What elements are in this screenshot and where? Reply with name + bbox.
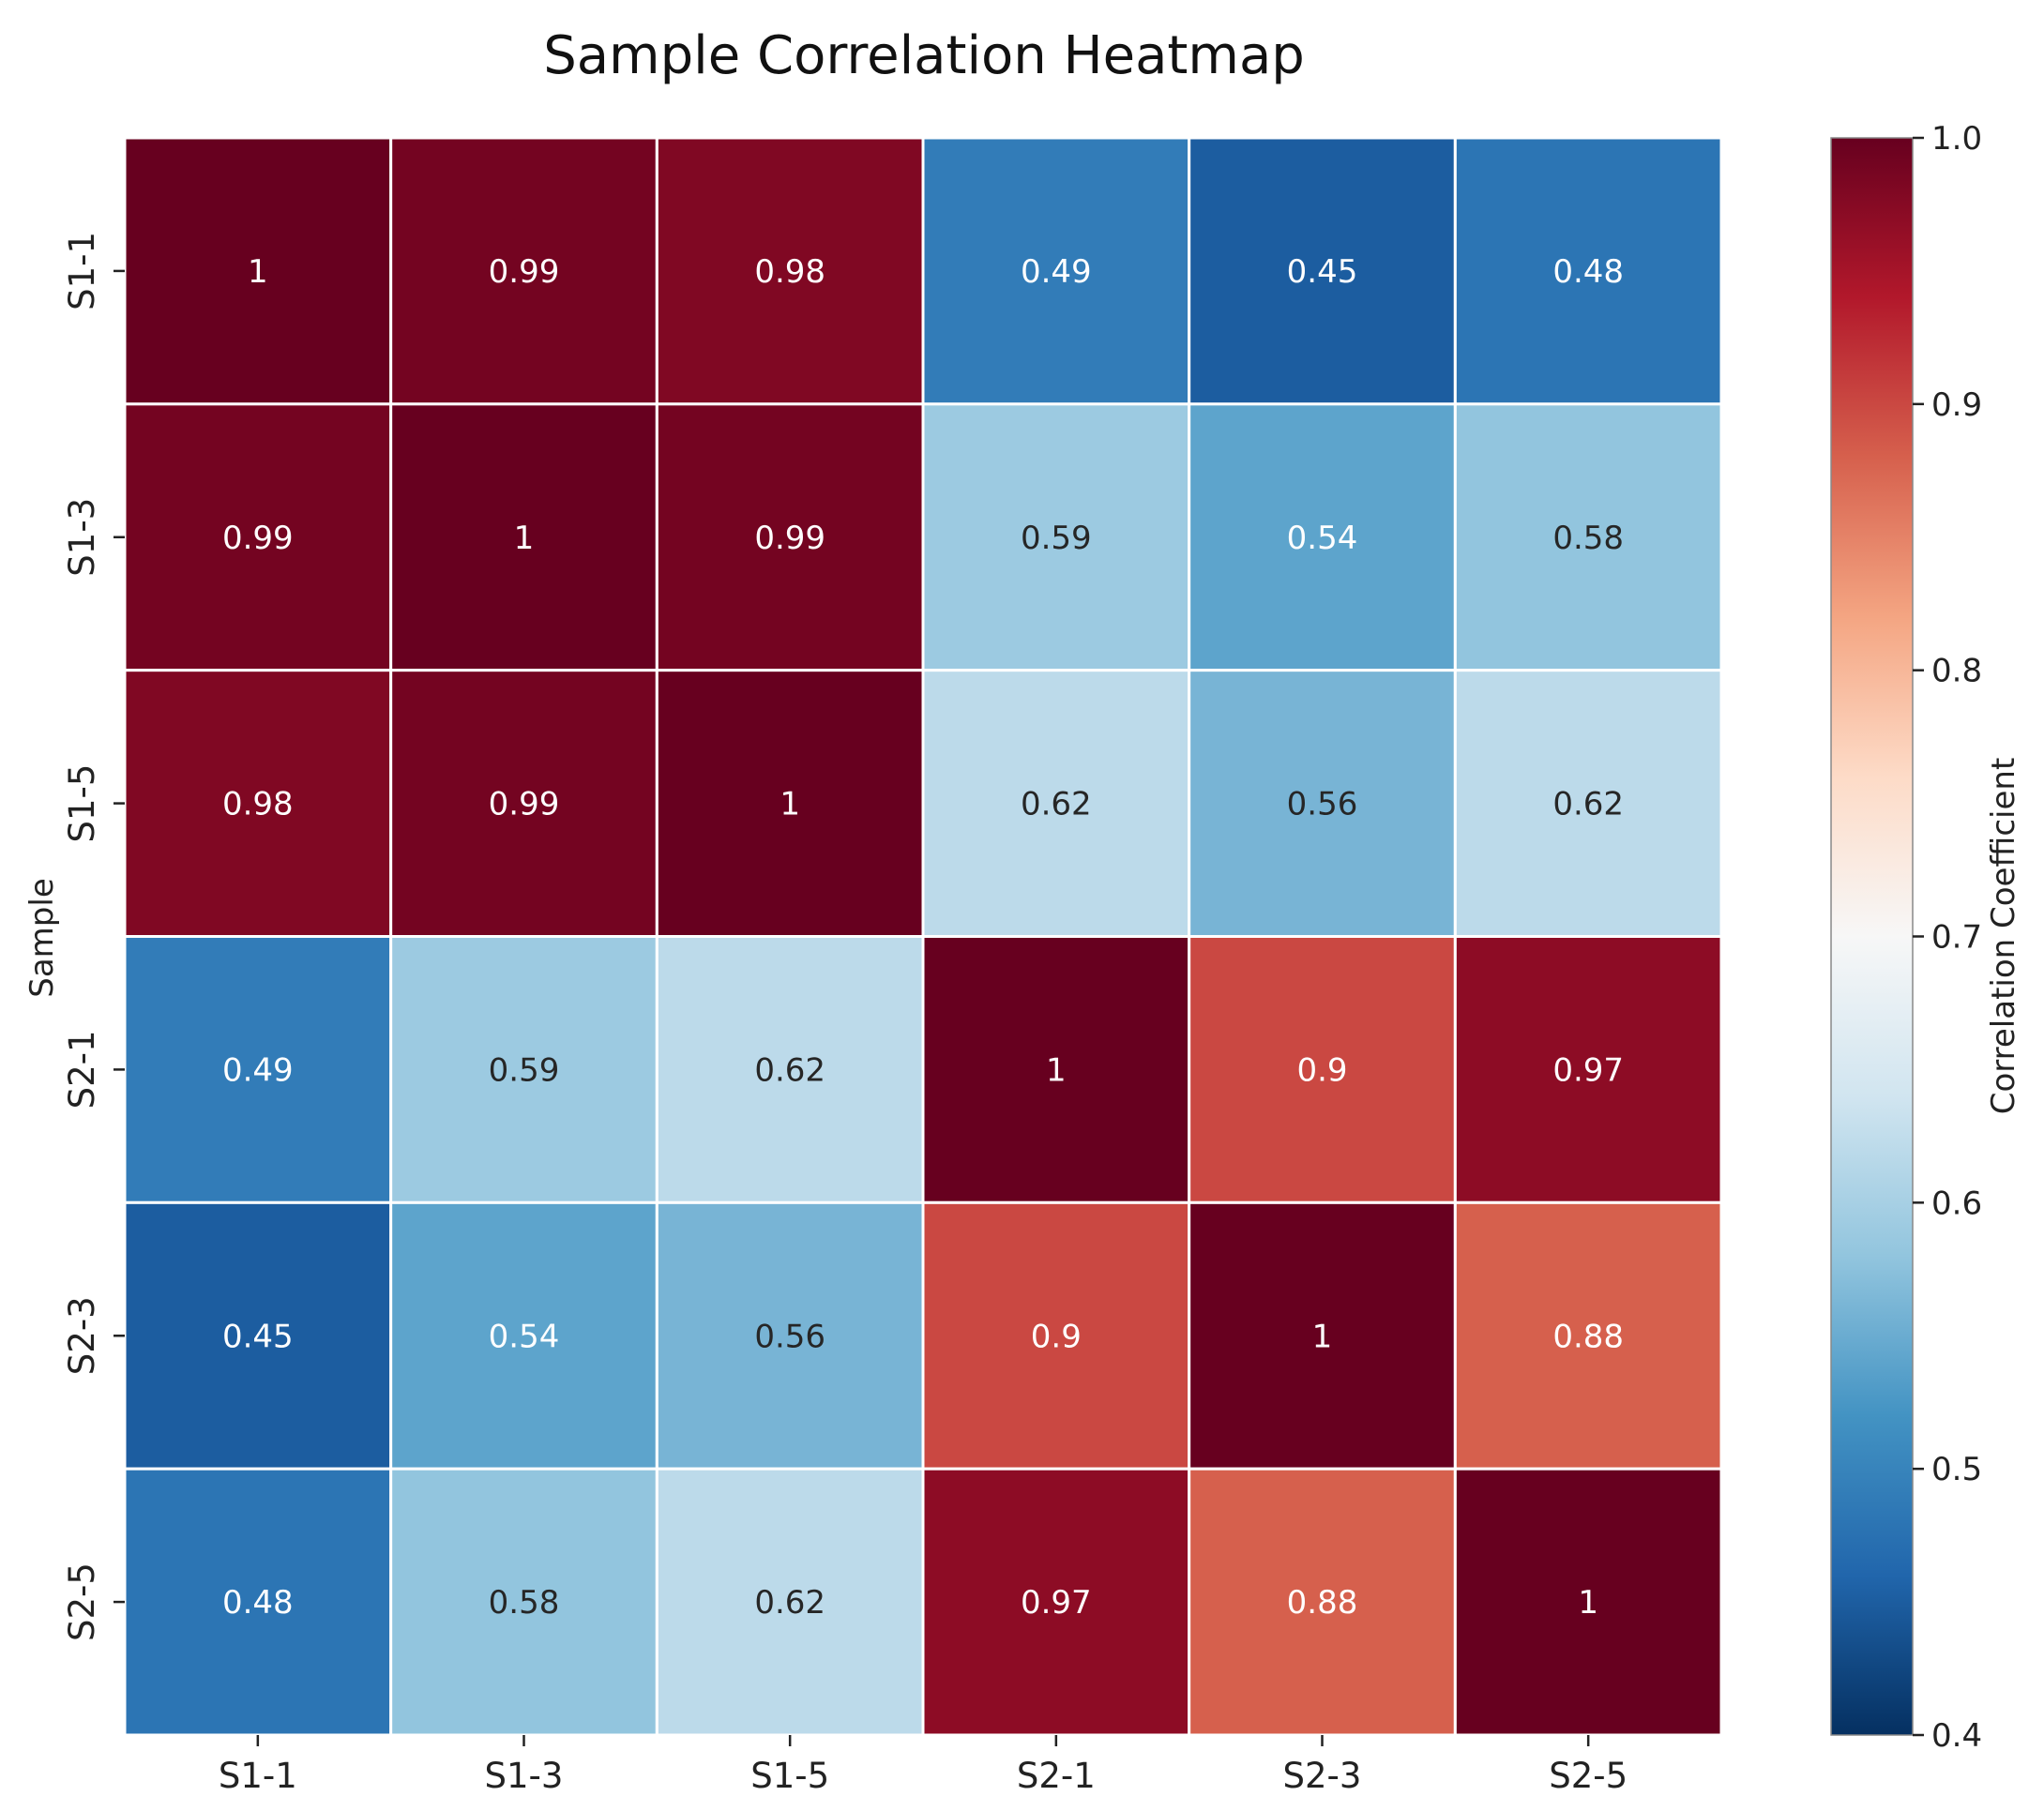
heatmap-cell (655, 669, 925, 939)
heatmap-cell (1188, 669, 1457, 939)
cell-value-label: 0.58 (1552, 520, 1624, 557)
colorbar-tick-label: 0.9 (1931, 386, 1982, 424)
cell-value-label: 0.59 (489, 1051, 560, 1089)
cell-value-label: 1 (1312, 1318, 1333, 1355)
heatmap-cell (389, 136, 659, 406)
heatmap-cell (123, 669, 393, 939)
cell-value-label: 0.54 (1287, 520, 1358, 557)
cell-value-label: 0.98 (222, 786, 294, 823)
heatmap-cell (1188, 136, 1457, 406)
heatmap-cell (921, 1200, 1191, 1471)
cell-value-label: 0.97 (1552, 1051, 1624, 1089)
heatmap-cell (123, 935, 393, 1204)
cell-value-label: 0.62 (1021, 786, 1092, 823)
heatmap-cell (1453, 1200, 1723, 1471)
cell-value-label: 0.62 (1552, 786, 1624, 823)
heatmap-cell (1188, 1200, 1457, 1471)
y-tick-label: S2-5 (62, 1562, 102, 1641)
cell-value-label: 0.49 (1021, 253, 1092, 291)
x-tick-label: S1-3 (485, 1756, 564, 1796)
heatmap-cell (1188, 935, 1457, 1204)
heatmap-cell (1453, 1467, 1723, 1737)
cell-value-label: 1 (1578, 1584, 1598, 1622)
colorbar-tick-label: 0.4 (1931, 1717, 1982, 1755)
heatmap-cell (1453, 669, 1723, 939)
heatmap-cell (123, 136, 393, 406)
heatmap-cell-labels: 1 0.99 0.98 0.49 0.45 0.48 0.99 1 0.99 0.59 0.54 0.… (222, 253, 1624, 1622)
heatmap-cell (655, 136, 925, 406)
y-tick-label: S2-3 (62, 1296, 102, 1375)
heatmap-cell (655, 1200, 925, 1471)
cell-value-label: 0.54 (489, 1318, 560, 1355)
x-tick-label: S2-5 (1549, 1756, 1628, 1796)
colorbar-ticks: 0.4 0.5 0.6 0.7 0.8 0.9 1.0 (1913, 120, 1982, 1755)
y-axis-label: Sample (23, 878, 61, 997)
heatmap-cell (123, 1467, 393, 1737)
colorbar-gradient (1831, 138, 1913, 1735)
cell-value-label: 0.62 (754, 1051, 825, 1089)
y-tick-label: S1-3 (62, 498, 102, 577)
cell-value-label: 0.58 (489, 1584, 560, 1622)
x-axis: S1-1 S1-3 S1-5 S2-1 S2-3 S2-5 (219, 1735, 1628, 1796)
cell-value-label: 0.56 (754, 1318, 825, 1355)
y-tick-label: S1-1 (62, 232, 102, 310)
heatmap-cells (123, 136, 1723, 1737)
cell-value-label: 1 (1046, 1051, 1067, 1089)
cell-value-label: 0.48 (222, 1584, 294, 1622)
heatmap-cell (1453, 935, 1723, 1204)
colorbar-tick-label: 0.6 (1931, 1185, 1982, 1222)
cell-value-label: 0.56 (1287, 786, 1358, 823)
x-tick-label: S2-1 (1017, 1756, 1096, 1796)
cell-value-label: 0.99 (489, 786, 560, 823)
heatmap-cell (921, 402, 1191, 672)
cell-value-label: 0.45 (222, 1318, 294, 1355)
cell-value-label: 1 (248, 253, 268, 291)
cell-value-label: 0.45 (1287, 253, 1358, 291)
heatmap-cell (1453, 136, 1723, 406)
heatmap-cell (389, 935, 659, 1204)
colorbar: 0.4 0.5 0.6 0.7 0.8 0.9 1.0 Correlation Coeffi… (1830, 120, 2022, 1755)
cell-value-label: 1 (780, 786, 800, 823)
heatmap-cell (389, 402, 659, 672)
cell-value-label: 0.99 (754, 520, 825, 557)
cell-value-label: 0.88 (1552, 1318, 1624, 1355)
cell-value-label: 0.59 (1021, 520, 1092, 557)
heatmap-cell (655, 935, 925, 1204)
heatmap-cell (389, 669, 659, 939)
cell-value-label: 0.99 (489, 253, 560, 291)
colorbar-tick-label: 1.0 (1931, 120, 1982, 158)
cell-value-label: 0.88 (1287, 1584, 1358, 1622)
colorbar-tick-label: 0.5 (1931, 1451, 1982, 1488)
y-tick-label: S1-5 (62, 764, 102, 843)
heatmap-cell (921, 669, 1191, 939)
cell-value-label: 0.99 (222, 520, 294, 557)
cell-value-label: 0.9 (1296, 1051, 1347, 1089)
heatmap-cell (921, 136, 1191, 406)
x-tick-label: S2-3 (1283, 1756, 1362, 1796)
heatmap-cell (921, 935, 1191, 1204)
colorbar-tick-label: 0.8 (1931, 653, 1982, 690)
y-axis: S1-1 S1-3 S1-5 S2-1 S2-3 S2-5 (62, 232, 125, 1641)
colorbar-tick-label: 0.7 (1931, 919, 1982, 957)
heatmap-cell (1188, 1467, 1457, 1737)
cell-value-label: 0.62 (754, 1584, 825, 1622)
cell-value-label: 0.97 (1021, 1584, 1092, 1622)
x-tick-label: S1-1 (219, 1756, 297, 1796)
cell-value-label: 0.49 (222, 1051, 294, 1089)
cell-value-label: 0.48 (1552, 253, 1624, 291)
heatmap-cell (123, 1200, 393, 1471)
x-tick-label: S1-5 (750, 1756, 829, 1796)
cell-value-label: 0.9 (1031, 1318, 1082, 1355)
colorbar-label: Correlation Coefficient (1985, 758, 2022, 1115)
cell-value-label: 0.98 (754, 253, 825, 291)
y-tick-label: S2-1 (62, 1030, 102, 1109)
chart-title: Sample Correlation Heatmap (543, 25, 1305, 86)
heatmap-cell (1453, 402, 1723, 672)
cell-value-label: 1 (514, 520, 535, 557)
